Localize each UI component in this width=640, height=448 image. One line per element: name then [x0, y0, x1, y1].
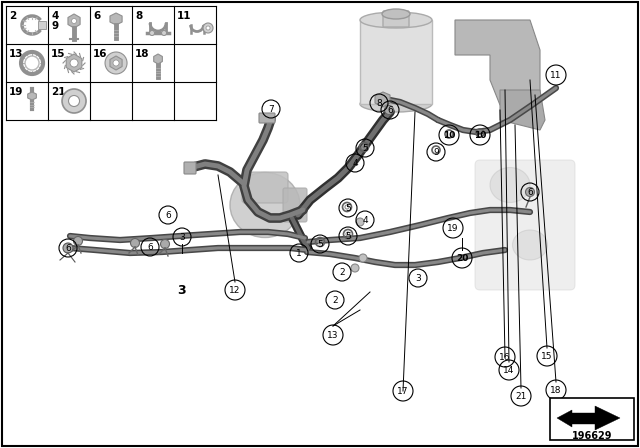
Text: 9: 9 — [51, 21, 58, 31]
Polygon shape — [67, 54, 82, 72]
FancyBboxPatch shape — [38, 21, 46, 29]
Text: 14: 14 — [503, 366, 515, 375]
Text: 5: 5 — [345, 203, 351, 212]
Text: 18: 18 — [550, 385, 562, 395]
Circle shape — [72, 18, 77, 23]
Polygon shape — [110, 56, 122, 70]
FancyBboxPatch shape — [184, 162, 196, 174]
Text: 21: 21 — [515, 392, 527, 401]
Text: 2: 2 — [339, 267, 345, 276]
Polygon shape — [68, 14, 80, 28]
FancyBboxPatch shape — [360, 20, 432, 104]
Polygon shape — [28, 92, 36, 100]
Polygon shape — [500, 90, 545, 130]
Ellipse shape — [382, 9, 410, 19]
Ellipse shape — [513, 230, 547, 260]
Circle shape — [113, 60, 119, 66]
Text: 16: 16 — [499, 353, 511, 362]
Text: 11: 11 — [550, 70, 562, 79]
Text: 16: 16 — [93, 49, 108, 59]
FancyBboxPatch shape — [550, 398, 634, 440]
Circle shape — [62, 89, 86, 113]
Text: 12: 12 — [229, 285, 241, 294]
Circle shape — [206, 26, 210, 30]
Text: 21: 21 — [51, 87, 65, 97]
Text: 196629: 196629 — [572, 431, 612, 441]
Circle shape — [351, 264, 359, 272]
Text: 6: 6 — [387, 105, 393, 115]
Text: 3: 3 — [178, 284, 186, 297]
Polygon shape — [375, 92, 390, 107]
Circle shape — [359, 254, 367, 262]
Circle shape — [150, 30, 154, 35]
FancyBboxPatch shape — [259, 113, 275, 123]
Text: 8: 8 — [135, 11, 142, 21]
Ellipse shape — [360, 12, 432, 28]
Ellipse shape — [360, 96, 432, 112]
Text: 2: 2 — [332, 296, 338, 305]
Text: 19: 19 — [9, 87, 24, 97]
Text: 6: 6 — [147, 242, 153, 251]
Text: 15: 15 — [541, 352, 553, 361]
Circle shape — [203, 23, 213, 33]
Text: 19: 19 — [447, 224, 459, 233]
FancyBboxPatch shape — [475, 160, 575, 290]
Circle shape — [525, 188, 534, 197]
FancyBboxPatch shape — [242, 172, 288, 203]
Text: 9: 9 — [433, 147, 439, 156]
Text: 7: 7 — [268, 104, 274, 113]
Polygon shape — [110, 13, 122, 25]
Text: 5: 5 — [362, 143, 368, 152]
Text: 2: 2 — [9, 11, 16, 21]
Circle shape — [63, 243, 73, 253]
Text: 8: 8 — [376, 99, 382, 108]
Polygon shape — [154, 54, 163, 64]
Text: 11: 11 — [177, 11, 191, 21]
Text: 17: 17 — [397, 387, 409, 396]
Circle shape — [356, 218, 364, 226]
Circle shape — [105, 52, 127, 74]
Text: 4: 4 — [51, 11, 58, 21]
Text: 4: 4 — [362, 215, 368, 224]
Text: 6: 6 — [165, 211, 171, 220]
Ellipse shape — [230, 172, 300, 237]
FancyBboxPatch shape — [283, 188, 307, 222]
Polygon shape — [557, 406, 620, 430]
Circle shape — [161, 240, 170, 249]
Text: 5: 5 — [345, 232, 351, 241]
Text: 15: 15 — [51, 49, 65, 59]
Text: 5: 5 — [317, 240, 323, 249]
Text: 18: 18 — [135, 49, 150, 59]
Text: 3: 3 — [415, 273, 421, 283]
Circle shape — [161, 30, 166, 35]
Circle shape — [74, 237, 83, 246]
Text: 4: 4 — [352, 159, 358, 168]
Text: 20: 20 — [456, 254, 468, 263]
Text: 13: 13 — [9, 49, 24, 59]
Text: 1: 1 — [296, 249, 302, 258]
Circle shape — [131, 238, 140, 247]
Text: 6: 6 — [93, 11, 100, 21]
Text: 3: 3 — [179, 233, 185, 241]
Circle shape — [70, 59, 78, 67]
Text: 6: 6 — [527, 188, 533, 197]
Text: 6: 6 — [65, 244, 71, 253]
Text: 10: 10 — [474, 130, 486, 139]
FancyBboxPatch shape — [383, 11, 409, 27]
Circle shape — [385, 105, 394, 115]
Circle shape — [68, 95, 79, 107]
Text: 10: 10 — [443, 130, 455, 139]
Ellipse shape — [490, 168, 530, 202]
Text: 13: 13 — [327, 331, 339, 340]
Polygon shape — [455, 20, 540, 105]
